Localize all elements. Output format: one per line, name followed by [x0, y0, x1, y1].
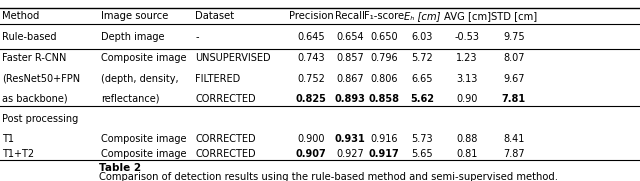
Text: 0.752: 0.752	[297, 74, 325, 84]
Text: STD [cm]: STD [cm]	[491, 11, 537, 21]
Text: Composite image: Composite image	[101, 53, 187, 63]
Text: 0.916: 0.916	[371, 134, 397, 144]
Text: 0.90: 0.90	[456, 94, 478, 104]
Text: 9.67: 9.67	[503, 74, 525, 84]
Text: Dataset: Dataset	[195, 11, 234, 21]
Text: 8.07: 8.07	[503, 53, 525, 63]
Text: (depth, density,: (depth, density,	[101, 74, 179, 84]
Text: Method: Method	[2, 11, 39, 21]
Text: 3.13: 3.13	[456, 74, 478, 84]
Text: 0.900: 0.900	[298, 134, 324, 144]
Text: Recall: Recall	[335, 11, 365, 21]
Text: Comparison of detection results using the rule-based method and semi-supervised : Comparison of detection results using th…	[99, 172, 558, 181]
Text: T1+T2: T1+T2	[2, 149, 34, 159]
Text: F₁-score: F₁-score	[364, 11, 404, 21]
Text: 1.23: 1.23	[456, 53, 478, 63]
Text: 0.867: 0.867	[336, 74, 364, 84]
Text: 5.72: 5.72	[412, 53, 433, 63]
Text: 0.654: 0.654	[336, 32, 364, 42]
Text: 0.857: 0.857	[336, 53, 364, 63]
Text: 0.927: 0.927	[336, 149, 364, 159]
Text: CORRECTED: CORRECTED	[195, 149, 256, 159]
Text: Table 2: Table 2	[99, 163, 141, 173]
Text: 5.65: 5.65	[412, 149, 433, 159]
Text: 0.917: 0.917	[369, 149, 399, 159]
Text: 0.645: 0.645	[297, 32, 325, 42]
Text: -0.53: -0.53	[454, 32, 480, 42]
Text: 8.41: 8.41	[503, 134, 525, 144]
Text: Faster R-CNN: Faster R-CNN	[2, 53, 67, 63]
Text: 0.858: 0.858	[369, 94, 399, 104]
Text: 6.03: 6.03	[412, 32, 433, 42]
Text: reflectance): reflectance)	[101, 94, 159, 104]
Text: UNSUPERVISED: UNSUPERVISED	[195, 53, 271, 63]
Text: Rule-based: Rule-based	[2, 32, 56, 42]
Text: 0.893: 0.893	[335, 94, 365, 104]
Text: -: -	[195, 32, 198, 42]
Text: 0.825: 0.825	[296, 94, 326, 104]
Text: 7.81: 7.81	[502, 94, 526, 104]
Text: 0.806: 0.806	[371, 74, 397, 84]
Text: Composite image: Composite image	[101, 134, 187, 144]
Text: CORRECTED: CORRECTED	[195, 94, 256, 104]
Text: Post processing: Post processing	[2, 113, 78, 124]
Text: 0.88: 0.88	[456, 134, 478, 144]
Text: as backbone): as backbone)	[2, 94, 68, 104]
Text: 0.81: 0.81	[456, 149, 478, 159]
Text: Composite image: Composite image	[101, 149, 187, 159]
Text: 9.75: 9.75	[503, 32, 525, 42]
Text: 0.743: 0.743	[297, 53, 325, 63]
Text: CORRECTED: CORRECTED	[195, 134, 256, 144]
Text: 0.650: 0.650	[370, 32, 398, 42]
Text: 7.87: 7.87	[503, 149, 525, 159]
Text: Eₕ [cm]: Eₕ [cm]	[404, 11, 441, 21]
Text: 5.62: 5.62	[410, 94, 435, 104]
Text: 0.796: 0.796	[370, 53, 398, 63]
Text: AVG [cm]: AVG [cm]	[444, 11, 491, 21]
Text: Precision: Precision	[289, 11, 333, 21]
Text: (ResNet50+FPN: (ResNet50+FPN	[2, 74, 80, 84]
Text: 0.907: 0.907	[296, 149, 326, 159]
Text: 0.931: 0.931	[335, 134, 365, 144]
Text: Depth image: Depth image	[101, 32, 164, 42]
Text: 6.65: 6.65	[412, 74, 433, 84]
Text: T1: T1	[2, 134, 14, 144]
Text: 5.73: 5.73	[412, 134, 433, 144]
Text: Image source: Image source	[101, 11, 168, 21]
Text: FILTERED: FILTERED	[195, 74, 241, 84]
